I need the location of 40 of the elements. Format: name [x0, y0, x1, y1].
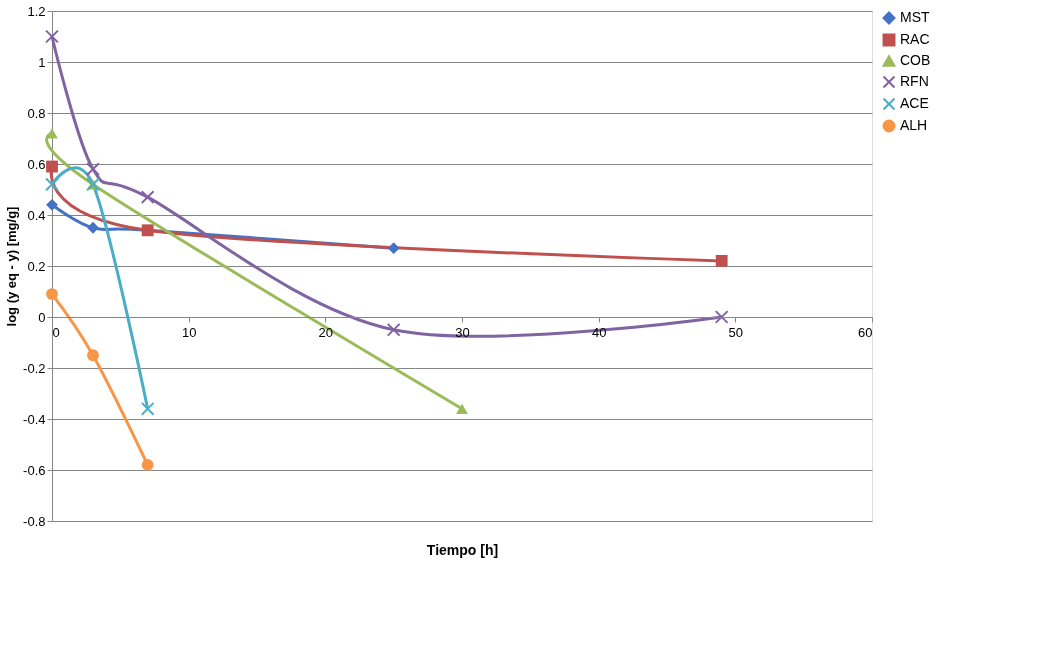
x-tick-label: 10	[181, 324, 197, 340]
legend-label: RAC	[900, 31, 930, 47]
point	[456, 403, 468, 414]
point	[140, 190, 155, 205]
point	[715, 254, 728, 267]
point	[387, 242, 400, 255]
y-tick-label: 0.8	[27, 105, 46, 121]
x-axis-title: Tiempo [h]	[426, 541, 499, 558]
y-tick-label: 0.4	[27, 207, 46, 223]
y-tick-label: -0.8	[23, 513, 46, 529]
y-tick-label: 1.2	[27, 3, 46, 19]
legend-label: RFN	[900, 73, 929, 89]
x-tick-label: 50	[728, 324, 744, 340]
x-tick-label: 20	[318, 324, 334, 340]
point	[140, 401, 155, 416]
y-tick-label: 0	[38, 309, 46, 325]
y-tick-label: -0.4	[23, 411, 46, 427]
point	[86, 162, 100, 177]
point	[45, 29, 59, 44]
point	[87, 349, 99, 362]
point	[46, 160, 58, 173]
x-tick-label: 0	[52, 324, 60, 340]
point	[87, 221, 99, 234]
point	[45, 177, 59, 192]
legend-label: ALH	[900, 117, 928, 133]
legend-label: COB	[900, 52, 931, 68]
y-tick-label: 1	[38, 54, 46, 70]
legend-label: ACE	[900, 95, 929, 111]
y-tick-label: 0.6	[27, 156, 46, 172]
x-tick-label: 60	[858, 324, 873, 340]
point	[141, 459, 154, 471]
point	[46, 198, 58, 211]
y-tick-label: -0.2	[23, 360, 46, 376]
y-tick-label: -0.6	[23, 462, 46, 478]
legend-label: MST	[900, 9, 930, 25]
point	[46, 288, 58, 300]
y-axis-title: log (y eq - y) [mg/g]	[4, 206, 20, 327]
y-tick-label: 0.2	[27, 258, 46, 274]
point	[714, 310, 729, 324]
point	[386, 322, 401, 337]
